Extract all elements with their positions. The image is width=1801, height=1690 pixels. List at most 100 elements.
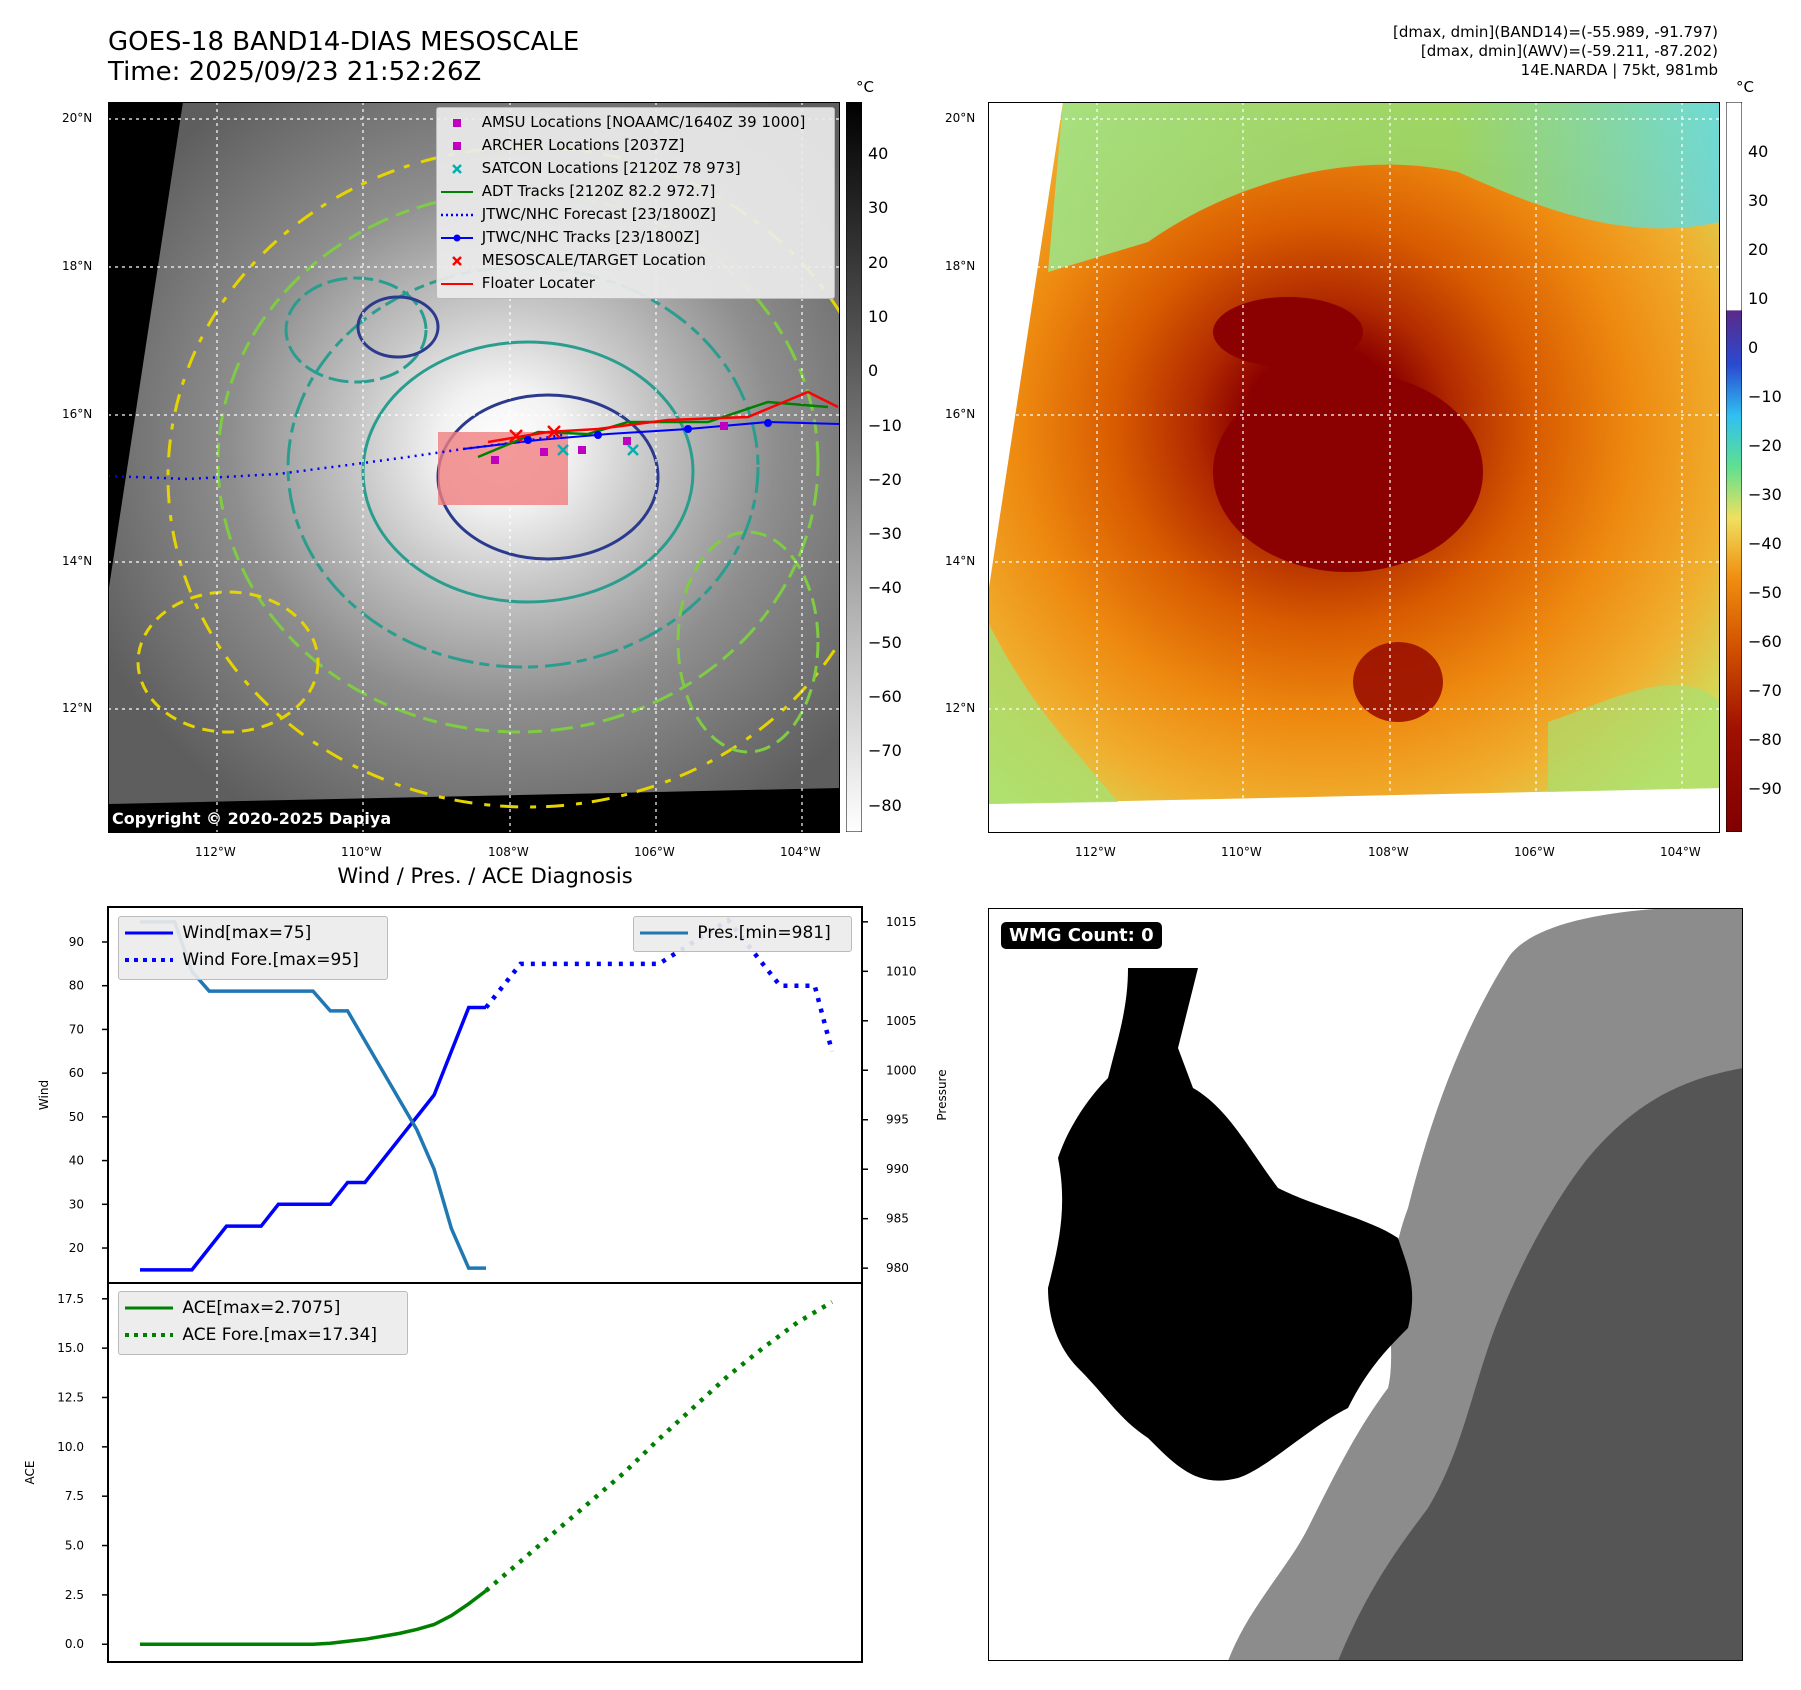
lon-tick: 110°W <box>341 845 382 859</box>
colorbar-tick: 30 <box>868 198 889 218</box>
legend-label: Floater Locater <box>481 274 595 292</box>
right-awv-map <box>988 102 1720 833</box>
colorbar-tick: −10 <box>868 415 902 435</box>
diagnosis-title: Wind / Pres. / ACE Diagnosis <box>337 864 633 888</box>
wmg-count-badge: WMG Count: 0 <box>1001 922 1162 949</box>
colorbar-tick: 30 <box>1748 191 1769 210</box>
lon-tick: 112°W <box>1075 845 1116 859</box>
ace-ytick-label: 15.0 <box>57 1341 84 1355</box>
legend-adt: ADT Tracks [2120Z 82.2 972.7] <box>437 182 715 200</box>
square-marker-icon <box>453 141 461 150</box>
colorbar-tick: −40 <box>868 578 902 598</box>
wind-ytick-label: 20 <box>69 1241 84 1255</box>
lon-tick: 104°W <box>780 845 821 859</box>
diagnosis-chart: 20 30 40 50 60 70 80 90 980 985 990 995 1000 1005 1010… <box>23 906 949 1663</box>
pressure-ytick-label: 1015 <box>886 915 917 929</box>
legend-satcon: SATCON Locations [2120Z 78 973] <box>437 159 741 177</box>
ace-ytick-label: 10.0 <box>57 1440 84 1454</box>
colorbar-tick: 40 <box>1748 142 1769 161</box>
lat-tick: 14°N <box>945 554 976 568</box>
legend-target: MESOSCALE/TARGET Location <box>437 251 706 269</box>
lat-tick: 20°N <box>62 111 93 125</box>
pressure-ytick-label: 980 <box>886 1261 909 1275</box>
lon-tick: 112°W <box>195 845 236 859</box>
left-colorbar-unit: °C <box>856 78 874 96</box>
info-line-band14: [dmax, dmin](BAND14)=(-55.989, -91.797) <box>1393 23 1718 41</box>
pressure-legend: Pres.[min=981] <box>633 916 852 952</box>
lon-tick: 108°W <box>488 845 529 859</box>
line-marker-icon <box>640 931 688 935</box>
figure-time: Time: 2025/09/23 21:52:26Z <box>108 57 482 87</box>
wind-legend: Wind[max=75] Wind Fore.[max=95] <box>118 916 388 980</box>
legend-label: Wind Fore.[max=95] <box>182 950 359 970</box>
pressure-ytick-label: 985 <box>886 1212 909 1226</box>
pressure-ytick-label: 990 <box>886 1162 909 1176</box>
colorbar-tick: −80 <box>868 795 902 815</box>
floater-box <box>438 432 568 505</box>
lat-tick: 12°N <box>945 701 976 715</box>
lon-tick: 108°W <box>1368 845 1409 859</box>
wind-axis-label: Wind <box>37 1080 51 1110</box>
wind-ytick-label: 50 <box>69 1110 84 1124</box>
lat-tick: 18°N <box>62 259 93 273</box>
right-colorbar-unit: °C <box>1736 78 1754 96</box>
x-marker-icon <box>452 255 462 266</box>
legend-pressure: Pres.[min=981] <box>638 923 831 943</box>
colorbar-tick: 10 <box>868 306 889 326</box>
colorbar-tick: 20 <box>1748 240 1769 259</box>
legend-wind: Wind[max=75] <box>123 923 311 943</box>
legend-label: AMSU Locations [NOAAMC/1640Z 39 1000] <box>481 113 806 131</box>
lat-tick: 20°N <box>945 111 976 125</box>
colorbar-tick: 0 <box>868 361 879 381</box>
info-line-storm: 14E.NARDA | 75kt, 981mb <box>1520 61 1718 79</box>
lon-tick: 104°W <box>1660 845 1701 859</box>
info-block: [dmax, dmin](BAND14)=(-55.989, -91.797) … <box>1118 23 1718 80</box>
legend-label: Pres.[min=981] <box>697 923 831 943</box>
wind-ytick-label: 40 <box>69 1154 84 1168</box>
legend-floater: Floater Locater <box>437 274 595 292</box>
lat-tick: 16°N <box>945 407 976 421</box>
dotted-line-icon <box>441 213 473 216</box>
legend-label: ACE[max=2.7075] <box>182 1298 341 1318</box>
legend-archer: ARCHER Locations [2037Z] <box>437 136 684 154</box>
ace-axes-frame <box>107 1282 863 1663</box>
legend-amsu: AMSU Locations [NOAAMC/1640Z 39 1000] <box>437 113 805 131</box>
colorbar-tick: 0 <box>1748 338 1759 357</box>
x-marker-icon <box>452 163 462 174</box>
right-colorbar <box>1726 102 1742 832</box>
pressure-ytick-label: 1010 <box>886 964 917 978</box>
line-marker-icon <box>125 1306 173 1310</box>
colorbar-tick: −50 <box>868 632 902 652</box>
legend-label: ADT Tracks [2120Z 82.2 972.7] <box>481 182 716 200</box>
ace-ytick-label: 2.5 <box>65 1588 84 1602</box>
lat-tick: 12°N <box>62 701 93 715</box>
line-marker-icon <box>441 190 473 193</box>
colorbar-tick: −10 <box>1748 387 1782 406</box>
colorbar-tick: −30 <box>868 524 902 544</box>
lon-tick: 110°W <box>1221 845 1262 859</box>
pressure-ytick-label: 995 <box>886 1113 909 1127</box>
wind-ytick-label: 30 <box>69 1197 84 1211</box>
legend-label: Wind[max=75] <box>182 923 312 943</box>
colorbar-tick: 40 <box>868 144 889 163</box>
lon-tick: 106°W <box>634 845 675 859</box>
ace-ytick-label: 7.5 <box>65 1489 84 1503</box>
legend-label: JTWC/NHC Tracks [23/1800Z] <box>481 228 700 246</box>
colorbar-tick: −30 <box>1748 485 1782 504</box>
lat-tick: 18°N <box>945 259 976 273</box>
wind-ytick-label: 70 <box>69 1022 84 1036</box>
map-legend: AMSU Locations [NOAAMC/1640Z 39 1000] AR… <box>436 107 835 299</box>
legend-tracks: JTWC/NHC Tracks [23/1800Z] <box>437 228 700 246</box>
line-marker-icon <box>125 931 173 935</box>
legend-label: JTWC/NHC Forecast [23/1800Z] <box>481 205 717 223</box>
colorbar-tick: −60 <box>1748 632 1782 651</box>
wind-ytick-label: 60 <box>69 1066 84 1080</box>
ace-series-line-0 <box>140 1589 488 1646</box>
legend-label: SATCON Locations [2120Z 78 973] <box>481 159 741 177</box>
figure-title: GOES-18 BAND14-DIAS MESOSCALE <box>108 27 580 57</box>
dotted-line-icon <box>125 1333 173 1337</box>
colorbar-tick: −60 <box>868 687 902 706</box>
ace-panel: 0.0 2.5 5.0 7.5 10.0 12.5 15.0 17.5 ACE <box>23 1282 863 1663</box>
legend-label: ACE Fore.[max=17.34] <box>182 1325 378 1345</box>
legend-label: MESOSCALE/TARGET Location <box>481 251 706 269</box>
